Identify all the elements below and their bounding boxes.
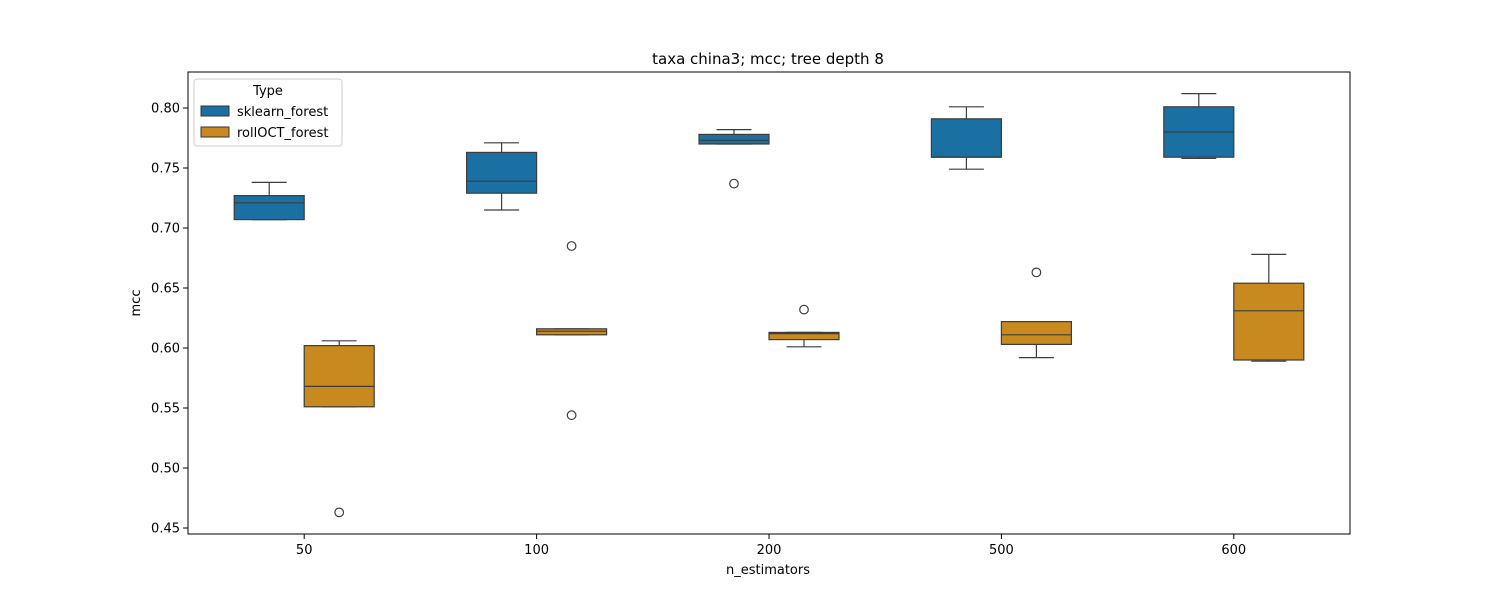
- legend-swatch-rolloct-forest: [200, 126, 230, 138]
- box-iqr: [768, 331, 840, 341]
- legend-frame: [193, 78, 343, 147]
- box-sklearn_forest-600: [1163, 92, 1235, 159]
- box-sklearn_forest-100: [466, 142, 538, 211]
- legend-swatch-sklearn-forest: [200, 105, 230, 117]
- x-axis-label: n_estimators: [726, 563, 810, 578]
- plot-area: [233, 92, 1305, 518]
- y-tick-label: 0.75: [151, 162, 180, 177]
- outlier-point: [1031, 267, 1042, 278]
- box-rollOCT_forest-200: [768, 304, 840, 348]
- box-iqr: [698, 133, 770, 145]
- x-axis: 50 100 200 500 600: [296, 534, 1246, 558]
- box-iqr: [466, 151, 538, 194]
- x-tick-label: 600: [1221, 543, 1246, 558]
- box-rollOCT_forest-500: [1000, 267, 1073, 359]
- outlier-point: [566, 410, 577, 421]
- x-tick-label: 500: [989, 543, 1014, 558]
- y-tick-label: 0.50: [151, 462, 180, 477]
- box-iqr: [1233, 282, 1305, 361]
- y-tick-label: 0.65: [151, 282, 180, 297]
- box-iqr: [303, 345, 375, 408]
- y-tick-label: 0.45: [151, 522, 180, 537]
- x-tick-label: 50: [296, 543, 313, 558]
- legend-label-rolloct-forest: rollOCT_forest: [237, 126, 328, 141]
- box-iqr: [930, 118, 1003, 158]
- legend-label-sklearn-forest: sklearn_forest: [237, 105, 328, 120]
- box-rollOCT_forest-600: [1233, 253, 1305, 362]
- x-tick-label: 100: [524, 543, 549, 558]
- y-tick-label: 0.60: [151, 342, 180, 357]
- box-rollOCT_forest-100: [535, 241, 608, 421]
- box-rollOCT_forest-50: [303, 340, 375, 518]
- legend-title: Type: [252, 84, 283, 99]
- outlier-point: [566, 241, 577, 251]
- outlier-point: [334, 507, 345, 518]
- y-tick-label: 0.55: [151, 402, 180, 417]
- legend: Type sklearn_forest rollOCT_forest: [193, 78, 343, 147]
- x-tick-label: 200: [757, 543, 782, 558]
- box-sklearn_forest-50: [233, 181, 305, 221]
- outlier-point: [799, 304, 809, 315]
- y-tick-label: 0.80: [151, 102, 180, 117]
- chart-title: taxa china3; mcc; tree depth 8: [652, 50, 884, 68]
- box-sklearn_forest-500: [930, 106, 1003, 170]
- box-iqr: [1000, 321, 1073, 346]
- box-sklearn_forest-200: [698, 129, 770, 189]
- outlier-point: [729, 178, 739, 189]
- y-axis-label: mcc: [129, 290, 144, 317]
- y-axis: 0.45 0.50 0.55 0.60 0.65 0.70 0.75 0.80: [151, 102, 188, 537]
- box-iqr: [233, 195, 305, 221]
- y-tick-label: 0.70: [151, 222, 180, 237]
